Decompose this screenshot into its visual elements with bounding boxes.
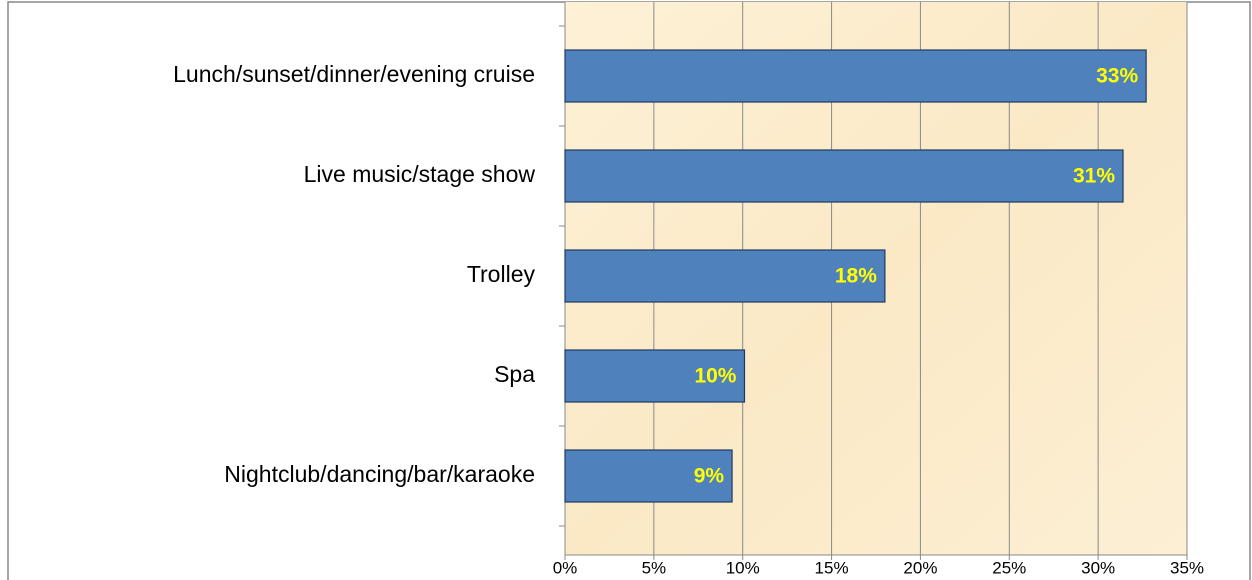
category-label: Trolley	[467, 261, 536, 287]
value-label: 10%	[694, 365, 736, 388]
value-label: 9%	[694, 465, 725, 488]
category-label: Live music/stage show	[304, 161, 536, 187]
bar	[564, 449, 733, 503]
x-tick-label: 25%	[992, 558, 1026, 577]
value-label: 31%	[1073, 165, 1115, 188]
x-tick-label: 20%	[903, 558, 937, 577]
x-tick-label: 10%	[726, 558, 760, 577]
category-label: Nightclub/dancing/bar/karaoke	[224, 461, 535, 487]
x-tick-label: 0%	[553, 558, 578, 577]
x-tick-label: 5%	[642, 558, 667, 577]
x-tick-label: 35%	[1170, 558, 1204, 577]
category-label: Lunch/sunset/dinner/evening cruise	[173, 61, 535, 87]
x-tick-label: 15%	[815, 558, 849, 577]
bar	[564, 149, 1124, 203]
bar	[564, 49, 1147, 103]
x-tick-label: 30%	[1081, 558, 1115, 577]
value-label: 18%	[835, 265, 877, 288]
bar	[564, 249, 886, 303]
category-label: Spa	[494, 361, 535, 387]
value-label: 33%	[1096, 65, 1138, 88]
bar	[564, 349, 746, 403]
